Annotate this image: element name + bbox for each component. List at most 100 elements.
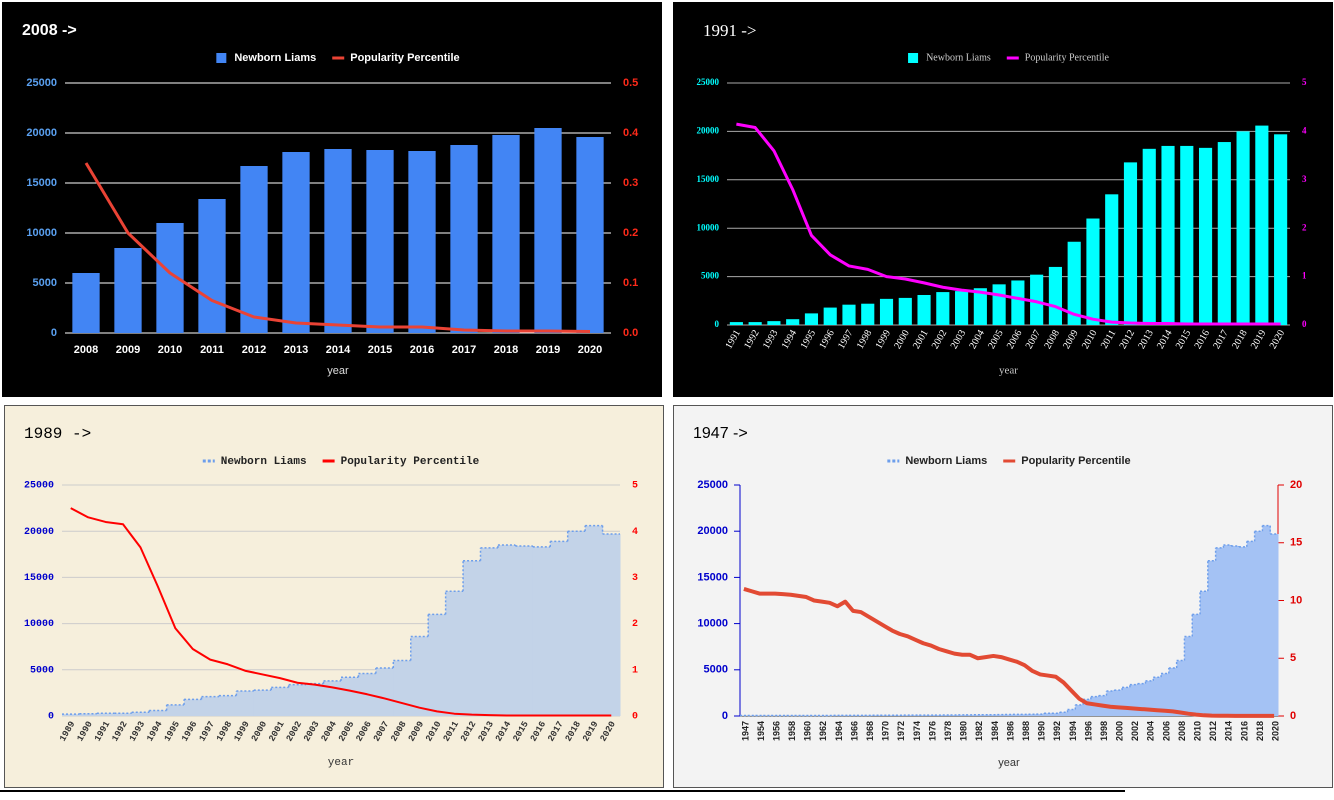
area-step — [1208, 561, 1216, 716]
x-axis-title: year — [998, 757, 1020, 769]
area-step — [1262, 526, 1270, 716]
legend-label: Newborn Liams — [926, 52, 991, 63]
area-step — [1216, 548, 1224, 716]
y-tick-label: 15000 — [697, 174, 720, 184]
x-axis-title: year — [999, 365, 1018, 377]
area-step — [481, 548, 499, 716]
bar — [366, 150, 393, 333]
x-tick-label: 1958 — [787, 721, 797, 741]
area-step — [1169, 668, 1177, 716]
x-tick-label: 2017 — [452, 344, 476, 356]
x-tick-label: 1974 — [912, 721, 922, 741]
bar — [730, 322, 743, 325]
y-tick-label: 10000 — [26, 227, 57, 239]
y-tick-label: 15000 — [697, 571, 728, 583]
bar — [1049, 267, 1062, 325]
y-tick-label: 10000 — [24, 619, 54, 630]
bar — [1199, 148, 1212, 325]
y2-tick-label: 4 — [632, 527, 638, 538]
y-tick-label: 20000 — [26, 127, 57, 139]
y2-tick-label: 5 — [632, 481, 638, 492]
x-tick-label: 1966 — [849, 721, 859, 741]
area-step — [498, 545, 516, 716]
y2-tick-label: 0.3 — [623, 177, 638, 189]
chart-title: 2008 -> — [22, 22, 77, 39]
y-tick-label: 5000 — [30, 665, 54, 676]
y-tick-label: 5000 — [701, 271, 720, 281]
legend-label: Popularity Percentile — [341, 456, 480, 468]
area-step — [1130, 685, 1138, 716]
x-tick-label: 2008 — [1177, 721, 1187, 741]
area-step — [1247, 541, 1255, 716]
bar — [955, 291, 968, 325]
area-step — [411, 637, 429, 716]
y-tick-label: 20000 — [697, 525, 728, 537]
area-step — [306, 684, 324, 716]
bar — [534, 128, 561, 333]
bar — [1274, 134, 1287, 325]
x-tick-label: 2011 — [200, 344, 224, 356]
area-step — [202, 697, 220, 716]
legend: Newborn Liams Popularity Percentile — [203, 456, 480, 468]
x-tick-label: 1982 — [974, 721, 984, 741]
y2-tick-label: 0.4 — [623, 127, 639, 139]
y2-tick-label: 2 — [1302, 222, 1307, 232]
area-step — [1122, 687, 1130, 716]
legend-marker — [908, 53, 918, 63]
y2-tick-label: 4 — [1302, 125, 1307, 135]
area-step — [1239, 547, 1247, 716]
x-tick-label: 1998 — [1099, 721, 1109, 741]
bar — [842, 305, 855, 325]
y2-tick-label: 2 — [632, 619, 638, 630]
y-tick-label: 0 — [715, 319, 720, 329]
x-tick-label: 1996 — [1083, 721, 1093, 741]
y2-tick-label: 0 — [1302, 319, 1307, 329]
legend-label: Newborn Liams — [221, 456, 307, 468]
x-tick-label: 2002 — [1130, 721, 1140, 741]
x-tick-label: 2016 — [1239, 721, 1249, 741]
x-tick-label: 2020 — [1270, 721, 1280, 741]
bar — [198, 199, 225, 333]
y2-tick-label: 5 — [1302, 77, 1307, 87]
x-tick-label: 1980 — [959, 721, 969, 741]
x-tick-label: 1994 — [1068, 721, 1078, 741]
chart-title: 1991 -> — [703, 21, 757, 40]
x-tick-label: 1978 — [943, 721, 953, 741]
y-tick-label: 20000 — [24, 527, 54, 538]
bar — [1161, 146, 1174, 325]
area-step — [376, 668, 394, 716]
bar — [576, 137, 603, 333]
bar — [767, 321, 780, 325]
y2-tick-label: 0 — [632, 712, 638, 723]
x-tick-label: 1968 — [865, 721, 875, 741]
area-step — [603, 534, 621, 716]
area-step — [289, 685, 307, 716]
x-tick-label: 1970 — [881, 721, 891, 741]
area-step — [1114, 690, 1122, 716]
chart-title: 1989 -> — [24, 425, 91, 443]
bar — [282, 152, 309, 333]
bar — [917, 295, 930, 325]
bar — [324, 149, 351, 333]
x-tick-label: 2018 — [494, 344, 518, 356]
area-step — [463, 561, 481, 716]
bar — [786, 319, 799, 325]
area-step — [1192, 614, 1200, 716]
y2-tick-label: 0.5 — [623, 77, 638, 89]
y2-tick-label: 15 — [1290, 537, 1302, 549]
x-tick-label: 2008 — [74, 344, 98, 356]
x-tick-label: 1960 — [803, 721, 813, 741]
x-axis-title: year — [328, 757, 354, 769]
bar — [450, 145, 477, 333]
area-step — [219, 696, 237, 716]
x-tick-label: 2006 — [1161, 721, 1171, 741]
x-tick-label: 1947 — [740, 721, 750, 741]
x-tick-label: 2010 — [158, 344, 182, 356]
x-tick-label: 2004 — [1146, 721, 1156, 741]
y-tick-label: 10000 — [697, 618, 728, 630]
bar — [749, 322, 762, 325]
area-step — [1255, 531, 1263, 716]
legend-label: Newborn Liams — [234, 52, 316, 64]
x-tick-label: 1986 — [1005, 721, 1015, 741]
